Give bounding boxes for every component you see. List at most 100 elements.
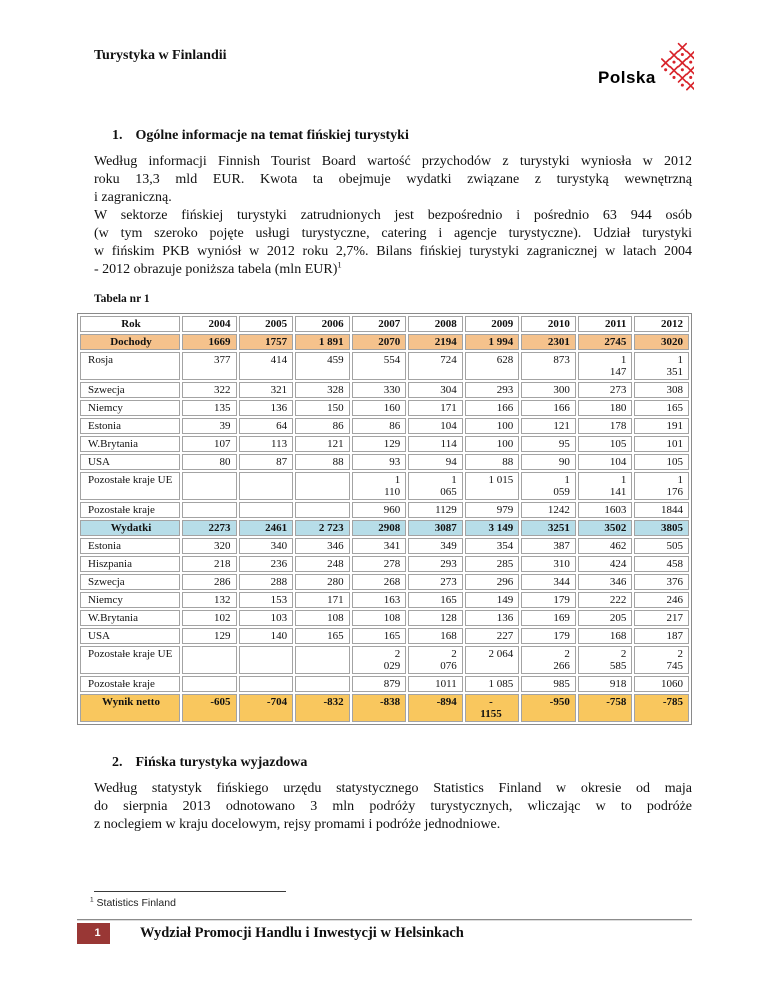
value-cell: 150: [295, 400, 350, 416]
value-cell: - 1155: [464, 694, 520, 722]
value-cell: 121: [295, 436, 350, 452]
section-2-title: Fińska turystyka wyjazdowa: [135, 755, 308, 770]
value-cell: 179: [521, 628, 576, 644]
paragraph-line: (w tym szeroko pojęte usługi turystyczne…: [94, 226, 692, 241]
value-cell: 102: [182, 610, 237, 626]
paragraph-line: w fińskim PKB wyniósł w 2012 roku 2,7%. …: [94, 244, 692, 259]
value-cell: [238, 472, 294, 500]
value-cell: [295, 472, 350, 500]
value-cell: 376: [634, 574, 689, 590]
table-caption: Tabela nr 1: [94, 293, 150, 305]
value-cell: 322: [182, 382, 237, 398]
value-cell: 321: [238, 382, 294, 398]
value-cell: 88: [464, 454, 520, 470]
section-1-heading: 1. Ogólne informacje na temat fińskiej tu…: [112, 128, 692, 144]
value-cell: 3251: [521, 520, 576, 536]
value-cell: 165: [634, 400, 689, 416]
value-cell: 354: [464, 538, 520, 554]
value-cell: 108: [351, 610, 407, 626]
table-row: Niemcy 135 136 150 160 171 166 166 180 165: [80, 400, 689, 416]
value-cell: 90: [521, 454, 576, 470]
row-label-cell: Szwecja: [80, 574, 180, 590]
value-cell: 459: [295, 352, 350, 380]
polska-logo-text: Polska: [598, 68, 656, 87]
value-cell: 1 015: [464, 472, 520, 500]
value-cell: 1 994: [464, 334, 520, 350]
value-cell: 1 085: [464, 676, 520, 692]
row-label-cell: W.Brytania: [80, 436, 180, 452]
value-cell: 135: [182, 400, 237, 416]
value-cell: 180: [577, 400, 633, 416]
value-cell: 2009: [464, 316, 520, 332]
value-cell: 2 029: [351, 646, 407, 674]
value-cell: [182, 676, 237, 692]
value-cell: 2007: [351, 316, 407, 332]
value-cell: 168: [577, 628, 633, 644]
value-cell: 2 266: [521, 646, 576, 674]
value-cell: 458: [634, 556, 689, 572]
value-cell: 308: [634, 382, 689, 398]
value-cell: 2008: [408, 316, 463, 332]
row-label-cell: Szwecja: [80, 382, 180, 398]
paragraph-line: - 2012 obrazuje poniższa tabela (mln EUR…: [94, 259, 342, 277]
value-cell: 39: [182, 418, 237, 434]
value-cell: 985: [521, 676, 576, 692]
value-cell: 104: [408, 418, 463, 434]
row-label-cell: Pozostałe kraje: [80, 676, 180, 692]
value-cell: 960: [351, 502, 407, 518]
value-cell: 2012: [634, 316, 689, 332]
section-1-number: 1.: [112, 128, 123, 143]
value-cell: 103: [238, 610, 294, 626]
value-cell: 346: [295, 538, 350, 554]
value-cell: 2908: [351, 520, 407, 536]
paragraph-line: Według statystyk fińskiego urzędu statys…: [94, 781, 692, 796]
value-cell: 341: [351, 538, 407, 554]
value-cell: -704: [238, 694, 294, 722]
value-cell: 2 723: [295, 520, 350, 536]
value-cell: 2 585: [577, 646, 633, 674]
row-label-cell: Rok: [80, 316, 180, 332]
value-cell: 165: [351, 628, 407, 644]
row-label-cell: Niemcy: [80, 592, 180, 608]
value-cell: 273: [577, 382, 633, 398]
table-row: USA 80 87 88 93 94 88 90 104 105: [80, 454, 689, 470]
table-row: Rok 2004 2005 2006 2007 2008 2009 2010 2011 2012: [80, 316, 689, 332]
section-2-paragraph: Według statystyk fińskiego urzędu statys…: [94, 780, 692, 834]
row-label-cell: USA: [80, 454, 180, 470]
value-cell: 100: [464, 418, 520, 434]
value-cell: 1 059: [521, 472, 576, 500]
value-cell: 169: [521, 610, 576, 626]
value-cell: 1060: [634, 676, 689, 692]
value-cell: 248: [295, 556, 350, 572]
value-cell: 286: [182, 574, 237, 590]
table-row: Wydatki 2273 2461 2 723 2908 3087 3 149 3251 350…: [80, 520, 689, 536]
value-cell: 879: [351, 676, 407, 692]
value-cell: [182, 646, 237, 674]
value-cell: 288: [238, 574, 294, 590]
value-cell: 104: [577, 454, 633, 470]
value-cell: -758: [577, 694, 633, 722]
value-cell: 1 141: [577, 472, 633, 500]
value-cell: 2 745: [634, 646, 689, 674]
row-label-cell: Wynik netto: [80, 694, 180, 722]
value-cell: 165: [295, 628, 350, 644]
document-body: 1. Ogólne informacje na temat fińskiej tu…: [77, 0, 692, 834]
value-cell: 346: [577, 574, 633, 590]
value-cell: 2010: [521, 316, 576, 332]
value-cell: 2070: [351, 334, 407, 350]
value-cell: 330: [351, 382, 407, 398]
table-row: Szwecja 286 288 280 268 273 296 344 346 376: [80, 574, 689, 590]
value-cell: 93: [351, 454, 407, 470]
value-cell: 64: [238, 418, 294, 434]
value-cell: 462: [577, 538, 633, 554]
data-table-body: Rok 2004 2005 2006 2007 2008 2009 2010 2011 2012 D…: [80, 316, 689, 722]
value-cell: [295, 502, 350, 518]
row-label-cell: Estonia: [80, 418, 180, 434]
value-cell: 165: [408, 592, 463, 608]
value-cell: 140: [238, 628, 294, 644]
value-cell: 1757: [238, 334, 294, 350]
value-cell: -838: [351, 694, 407, 722]
section-2-heading: 2. Fińska turystyka wyjazdowa: [112, 755, 692, 771]
value-cell: 227: [464, 628, 520, 644]
